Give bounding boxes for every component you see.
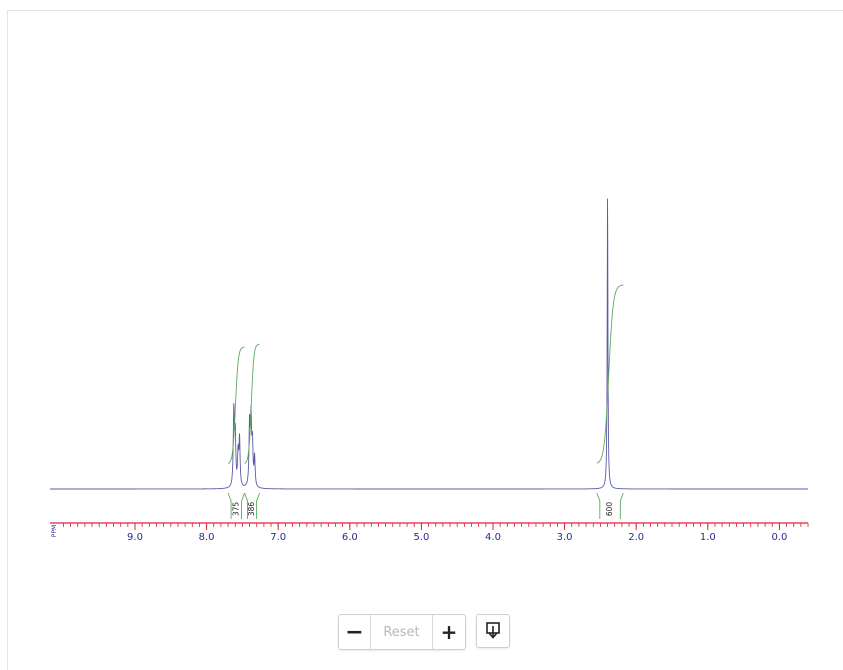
integral-label: 386 xyxy=(247,502,256,517)
zoom-in-button[interactable]: + xyxy=(440,620,458,644)
spectrum-line xyxy=(50,198,808,490)
integral-curve xyxy=(227,346,245,464)
x-tick-label: 5.0 xyxy=(413,532,429,543)
integral-bracket xyxy=(244,492,261,519)
integral-label: 600 xyxy=(605,502,614,517)
zoom-controls: − Reset + xyxy=(338,614,466,650)
x-tick-label: 9.0 xyxy=(127,532,143,543)
integral-bracket xyxy=(596,492,624,519)
export-button[interactable] xyxy=(476,614,510,648)
x-tick-label: 0.0 xyxy=(771,532,787,543)
x-tick-label: 2.0 xyxy=(628,532,644,543)
integral-curve xyxy=(244,343,260,464)
viewer-frame xyxy=(7,10,843,670)
integral-label: 375 xyxy=(231,502,240,517)
x-tick-label: 3.0 xyxy=(557,532,573,543)
reset-button[interactable]: Reset xyxy=(371,615,433,649)
nmr-spectrum-chart[interactable]: 375 386 600 9.0 8.0 7.0 6.0 5.0 4.0 3.0 2.0 1.0 0.0 P… xyxy=(0,0,843,610)
integral-bracket xyxy=(227,492,245,519)
x-tick-label: 1.0 xyxy=(700,532,716,543)
x-tick-label: 6.0 xyxy=(342,532,358,543)
x-tick-label: 8.0 xyxy=(199,532,215,543)
integral-curve xyxy=(596,284,624,464)
x-tick-label: 4.0 xyxy=(485,532,501,543)
x-tick-label: 7.0 xyxy=(270,532,286,543)
download-icon xyxy=(486,622,500,639)
x-axis-label: PPM xyxy=(51,525,58,537)
zoom-out-button[interactable]: − xyxy=(339,615,371,649)
